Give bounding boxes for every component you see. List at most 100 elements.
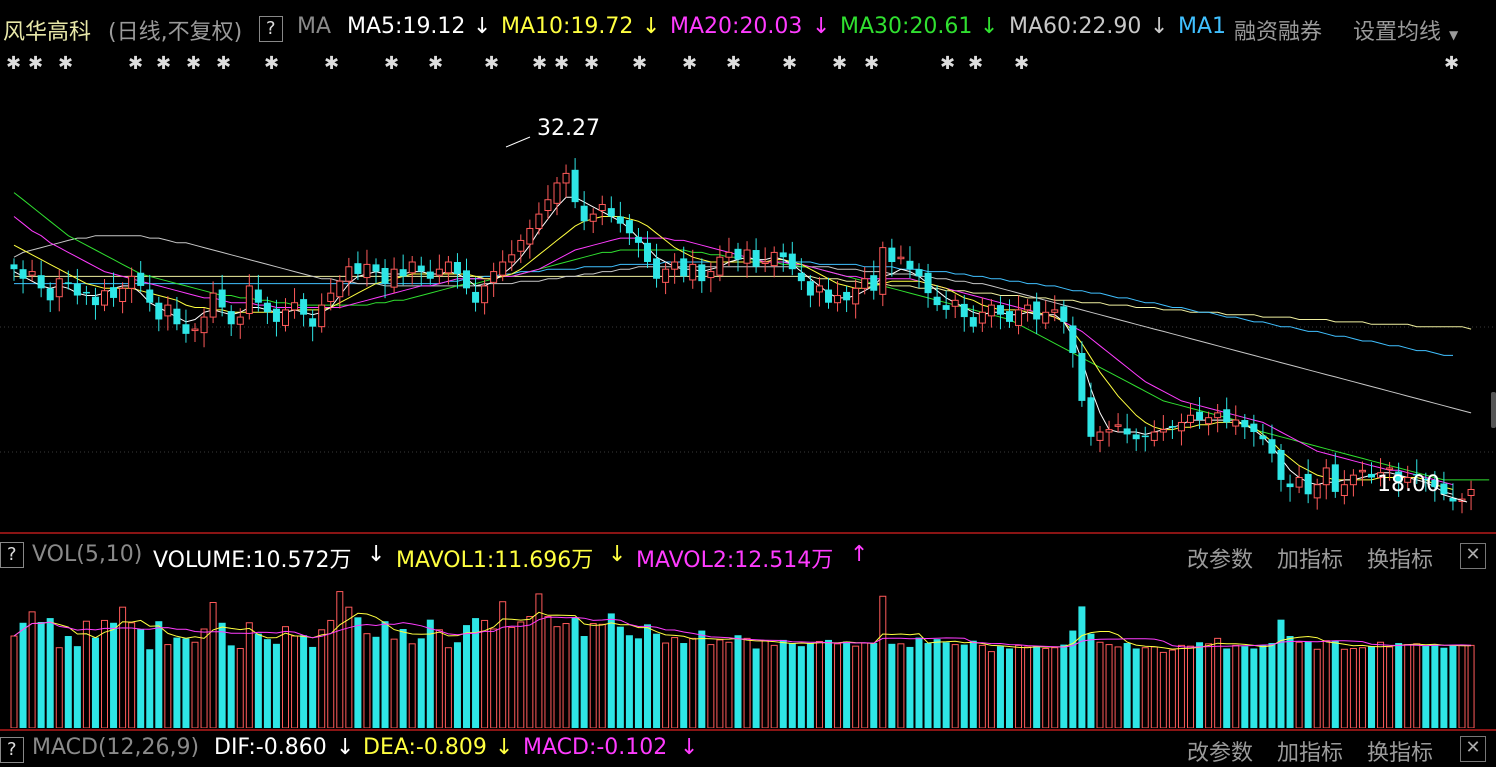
event-marker-icon[interactable]: ✱ xyxy=(128,53,144,74)
event-marker-icon[interactable]: ✱ xyxy=(940,53,956,74)
event-marker-icon[interactable]: ✱ xyxy=(682,53,698,74)
macd-change-params-button[interactable]: 改参数 xyxy=(1187,741,1254,766)
event-marker-icon[interactable]: ✱ xyxy=(58,53,74,74)
event-marker-icon[interactable]: ✱ xyxy=(156,53,172,74)
event-marker-icon[interactable]: ✱ xyxy=(968,53,984,74)
event-marker-icon[interactable]: ✱ xyxy=(28,53,44,74)
event-marker-icon[interactable]: ✱ xyxy=(428,53,444,74)
volume-bar xyxy=(1241,646,1249,728)
macd-add-indicator-button[interactable]: 加指标 xyxy=(1277,741,1344,766)
vol-change-params-button[interactable]: 改参数 xyxy=(1187,548,1254,573)
price-chart[interactable]: 32.27 18.00 xyxy=(0,80,1496,535)
candle xyxy=(1304,459,1312,504)
candle xyxy=(19,260,27,294)
event-marker-icon[interactable]: ✱ xyxy=(832,53,848,74)
candle-body xyxy=(173,308,181,325)
ma-settings-button[interactable]: 设置均线 ▼ xyxy=(1353,14,1458,46)
event-marker-icon[interactable]: ✱ xyxy=(216,53,232,74)
high-annotation: 32.27 xyxy=(505,116,600,148)
macd-close-icon[interactable]: ✕ xyxy=(1460,736,1486,762)
volume-bar xyxy=(634,638,642,728)
candle-body xyxy=(843,291,851,301)
event-marker-icon[interactable]: ✱ xyxy=(186,53,202,74)
indicator-name[interactable]: MA xyxy=(297,14,332,39)
scroll-handle[interactable] xyxy=(1491,392,1496,428)
candle xyxy=(1286,474,1294,502)
macd-value: MACD:-0.102 xyxy=(523,735,668,760)
volume-bar xyxy=(644,624,651,728)
candle-body xyxy=(472,291,480,303)
candle-body xyxy=(390,268,398,288)
help-button[interactable]: ? xyxy=(259,16,283,42)
vol-add-indicator-button[interactable]: 加指标 xyxy=(1277,548,1344,573)
candle xyxy=(1177,413,1185,446)
candle xyxy=(1449,483,1457,511)
candle-body xyxy=(345,266,353,282)
event-marker-icon[interactable]: ✱ xyxy=(864,53,880,74)
vol-switch-indicator-button[interactable]: 换指标 xyxy=(1367,548,1434,573)
volume-bar xyxy=(1467,644,1475,728)
event-marker-icon[interactable]: ✱ xyxy=(1014,53,1030,74)
event-marker-icon[interactable]: ✱ xyxy=(554,53,570,74)
candle-body xyxy=(897,256,905,260)
candle xyxy=(1141,426,1149,452)
event-marker-icon[interactable]: ✱ xyxy=(726,53,742,74)
vol-indicator-name[interactable]: VOL(5,10) xyxy=(32,542,143,567)
vol-help-button[interactable]: ? xyxy=(0,542,24,568)
candle-body xyxy=(381,267,389,284)
volume-bar xyxy=(815,640,823,728)
candle xyxy=(1205,411,1213,436)
macd-indicator-name[interactable]: MACD(12,26,9) xyxy=(32,735,200,760)
candle xyxy=(897,245,905,265)
event-marker-icon[interactable]: ✱ xyxy=(6,53,22,74)
macd-switch-indicator-button[interactable]: 换指标 xyxy=(1367,741,1434,766)
candle-body xyxy=(1069,325,1077,353)
panel-separator xyxy=(0,729,1496,731)
volume-bar xyxy=(616,626,624,728)
candle xyxy=(906,246,914,279)
event-marker-icon[interactable]: ✱ xyxy=(1444,53,1460,74)
macd-help-button[interactable]: ? xyxy=(0,737,24,763)
event-marker-icon[interactable]: ✱ xyxy=(532,53,548,74)
candle xyxy=(28,259,36,282)
candle xyxy=(46,282,54,313)
event-marker-icon[interactable]: ✱ xyxy=(384,53,400,74)
event-marker-icon[interactable]: ✱ xyxy=(324,53,340,74)
stock-name[interactable]: 风华高科 xyxy=(3,20,92,45)
volume-bar xyxy=(843,641,851,728)
ma-legend-bar: 风华高科 (日线,不复权) ? MA MA5:19.12 ↓ MA10:19.7… xyxy=(0,8,1496,48)
event-marker-icon[interactable]: ✱ xyxy=(584,53,600,74)
candle-body xyxy=(1268,439,1276,454)
candle xyxy=(825,277,832,309)
candle xyxy=(1159,415,1167,441)
volume-bar xyxy=(37,621,45,728)
volume-bar xyxy=(481,619,489,728)
candle xyxy=(1187,403,1194,429)
event-marker-icon[interactable]: ✱ xyxy=(484,53,500,74)
candle xyxy=(580,191,588,231)
event-marker-icon[interactable]: ✱ xyxy=(782,53,798,74)
ma10-line xyxy=(13,216,1454,490)
vol-close-icon[interactable]: ✕ xyxy=(1460,543,1486,569)
candle xyxy=(689,249,697,289)
volume-bar xyxy=(1141,647,1149,728)
volume-bar xyxy=(1368,646,1375,728)
candle-body xyxy=(1440,483,1448,495)
candle-body xyxy=(852,287,860,305)
event-marker-icon[interactable]: ✱ xyxy=(632,53,648,74)
volume-bar xyxy=(1187,645,1194,728)
volume-chart[interactable] xyxy=(0,572,1496,728)
candle xyxy=(1322,459,1330,500)
candle-body xyxy=(1214,412,1222,419)
volume-bar xyxy=(1422,645,1430,728)
candle xyxy=(996,296,1004,330)
candle xyxy=(1223,397,1231,429)
candle xyxy=(327,278,335,311)
adjust-mode[interactable]: (日线,不复权) xyxy=(108,20,243,45)
margin-trading-link[interactable]: 融资融券 xyxy=(1234,14,1323,46)
event-marker-icon[interactable]: ✱ xyxy=(264,53,280,74)
volume-bar xyxy=(453,642,461,728)
candle xyxy=(390,257,398,294)
candle xyxy=(562,164,570,198)
volume-bar xyxy=(571,617,579,728)
